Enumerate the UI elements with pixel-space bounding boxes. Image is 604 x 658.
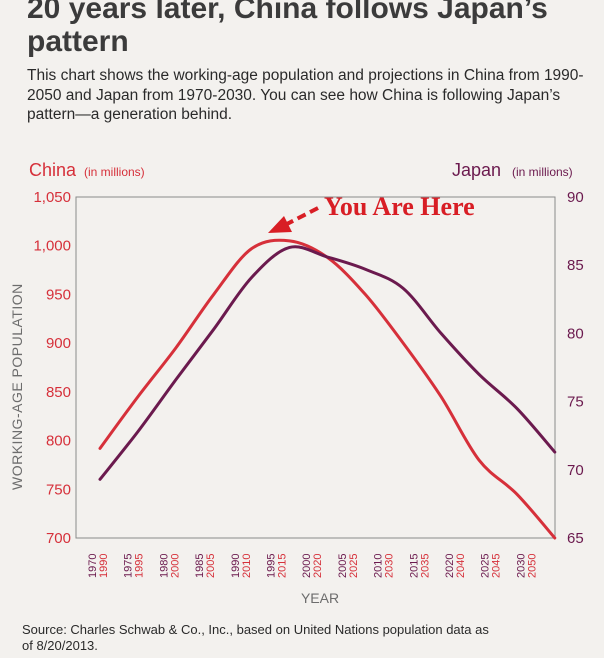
x-tick-japan-year: 2030 <box>515 554 527 578</box>
x-tick-japan-year: 2005 <box>337 554 349 578</box>
x-axis-title: YEAR <box>301 590 339 606</box>
left-axis-tick-label: 800 <box>46 433 71 450</box>
plot-area-border <box>75 196 556 539</box>
left-axis-tick-label: 700 <box>46 530 71 547</box>
x-tick-china-year: 2000 <box>169 554 181 578</box>
x-tick-china-year: 2040 <box>455 554 467 578</box>
left-axis-ticks: 700 750 800 850 900 950 1,000 1,050 <box>33 189 71 547</box>
y-axis-title: WORKING-AGE POPULATION <box>9 283 25 490</box>
x-tick-japan-year: 1980 <box>158 554 170 578</box>
chart-title: 20 years later, China follows Japan’s pa… <box>27 0 548 58</box>
source-note: Source: Charles Schwab & Co., Inc., base… <box>22 622 489 653</box>
left-axis-tick-label: 850 <box>46 384 71 401</box>
x-tick-japan-year: 1985 <box>194 554 206 578</box>
right-axis-tick-label: 75 <box>567 394 584 411</box>
left-axis-tick-label: 1,000 <box>33 238 71 255</box>
right-axis-ticks: 65 70 75 80 85 90 <box>567 189 584 547</box>
x-tick-japan-year: 2010 <box>373 554 385 578</box>
x-tick-china-year: 2020 <box>312 554 324 578</box>
x-tick-china-year: 1990 <box>98 554 110 578</box>
x-tick-japan-year: 2025 <box>480 554 492 578</box>
japan-axis-unit: (in millions) <box>512 165 573 179</box>
left-axis-tick-label: 950 <box>46 286 71 303</box>
x-tick-china-year: 1995 <box>134 554 146 578</box>
x-tick-japan-year: 1990 <box>230 554 242 578</box>
x-tick-japan-year: 1970 <box>87 554 99 578</box>
you-are-here-label: You Are Here <box>324 192 475 221</box>
right-axis-tick-label: 65 <box>567 530 584 547</box>
chart-subtitle: This chart shows the working-age populat… <box>27 67 584 123</box>
x-tick-japan-year: 2000 <box>301 554 313 578</box>
x-axis-ticks: 1970 1990 1975 1995 1980 2000 1985 2005 1990 2010… <box>87 554 538 578</box>
right-axis-tick-label: 70 <box>567 462 584 479</box>
x-tick-china-year: 2005 <box>205 554 217 578</box>
right-axis-tick-label: 90 <box>567 189 584 206</box>
left-axis-tick-label: 750 <box>46 481 71 498</box>
right-axis-tick-label: 80 <box>567 325 584 342</box>
x-tick-china-year: 2035 <box>419 554 431 578</box>
left-axis-tick-label: 900 <box>46 335 71 352</box>
x-tick-china-year: 2045 <box>491 554 503 578</box>
you-are-here-arrow <box>268 206 319 233</box>
x-tick-japan-year: 1975 <box>123 554 135 578</box>
japan-axis-label: Japan <box>452 160 501 180</box>
japan-series-line <box>98 245 557 481</box>
x-tick-china-year: 2030 <box>384 554 396 578</box>
x-tick-japan-year: 1995 <box>266 554 278 578</box>
x-tick-china-year: 2010 <box>241 554 253 578</box>
x-tick-japan-year: 2015 <box>408 554 420 578</box>
right-axis-tick-label: 85 <box>567 257 584 274</box>
x-tick-japan-year: 2020 <box>444 554 456 578</box>
china-axis-label: China <box>29 160 77 180</box>
x-tick-china-year: 2025 <box>348 554 360 578</box>
x-tick-china-year: 2050 <box>526 554 538 578</box>
china-axis-unit: (in millions) <box>84 165 145 179</box>
x-tick-china-year: 2015 <box>277 554 289 578</box>
left-axis-tick-label: 1,050 <box>33 189 71 206</box>
